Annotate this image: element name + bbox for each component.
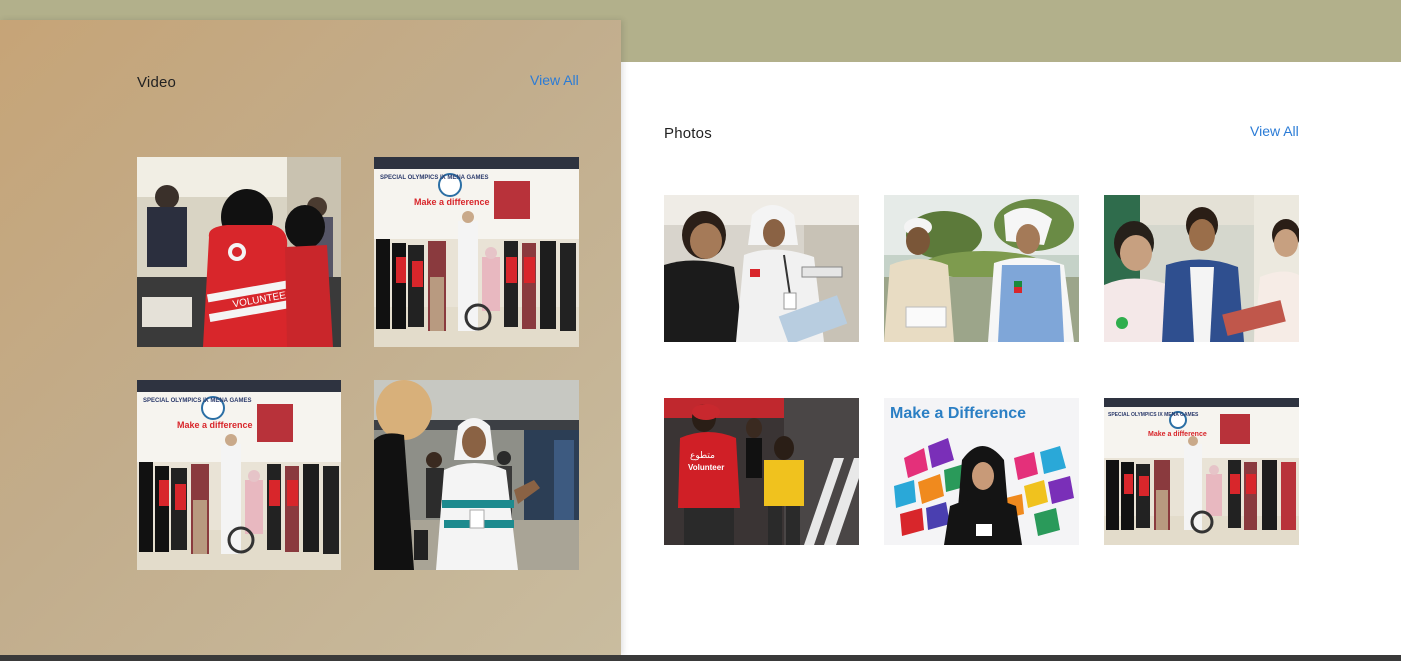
make-difference-small-text-2: Make a difference bbox=[177, 420, 253, 430]
photo-thumb-1[interactable] bbox=[664, 195, 859, 342]
video-thumb-1[interactable]: VOLUNTEER bbox=[137, 157, 341, 347]
make-a-difference-group-image: SPECIAL OLYMPICS IX MENA GAMES Make a di… bbox=[1104, 398, 1299, 545]
photo-thumb-4[interactable]: متطوع Volunteer bbox=[664, 398, 859, 545]
volunteer-registration-image: VOLUNTEER bbox=[137, 157, 341, 347]
group-with-banner-image-2: SPECIAL OLYMPICS IX MENA GAMES Make a di… bbox=[137, 380, 341, 570]
make-difference-large-text: Make a Difference bbox=[890, 405, 1026, 422]
video-thumb-4[interactable] bbox=[374, 380, 579, 570]
video-thumb-3[interactable]: SPECIAL OLYMPICS IX MENA GAMES Make a di… bbox=[137, 380, 341, 570]
video-thumb-2[interactable]: SPECIAL OLYMPICS IX MENA GAMES Make a di… bbox=[374, 157, 579, 347]
volunteer-crowd-image: متطوع Volunteer bbox=[664, 398, 859, 545]
volunteer-arabic-text: متطوع bbox=[690, 451, 715, 461]
games-logo-text-2: SPECIAL OLYMPICS IX MENA GAMES bbox=[143, 398, 251, 404]
make-difference-small-text-3: Make a difference bbox=[1148, 431, 1207, 438]
handing-package-image bbox=[884, 195, 1079, 342]
photos-panel: Photos View All bbox=[621, 62, 1401, 655]
footer-bar bbox=[0, 655, 1401, 661]
students-activity-image bbox=[1104, 195, 1299, 342]
group-with-banner-image: SPECIAL OLYMPICS IX MENA GAMES Make a di… bbox=[374, 157, 579, 347]
make-a-difference-woman-image: Make a Difference bbox=[884, 398, 1079, 545]
photo-thumb-2[interactable] bbox=[884, 195, 1079, 342]
games-logo-text-3: SPECIAL OLYMPICS IX MENA GAMES bbox=[1108, 412, 1199, 418]
volunteer-handing-brochure-image bbox=[664, 195, 859, 342]
photo-thumb-3[interactable] bbox=[1104, 195, 1299, 342]
photo-thumb-5[interactable]: Make a Difference bbox=[884, 398, 1079, 545]
airport-welcome-image bbox=[374, 380, 579, 570]
photos-view-all-link[interactable]: View All bbox=[1250, 123, 1299, 139]
photo-thumb-6[interactable]: SPECIAL OLYMPICS IX MENA GAMES Make a di… bbox=[1104, 398, 1299, 545]
games-logo-text: SPECIAL OLYMPICS IX MENA GAMES bbox=[380, 175, 488, 181]
video-view-all-link[interactable]: View All bbox=[530, 72, 579, 88]
make-difference-small-text: Make a difference bbox=[414, 197, 490, 207]
video-title: Video bbox=[137, 74, 177, 91]
photos-title: Photos bbox=[664, 125, 712, 142]
volunteer-en-text: Volunteer bbox=[688, 463, 724, 472]
